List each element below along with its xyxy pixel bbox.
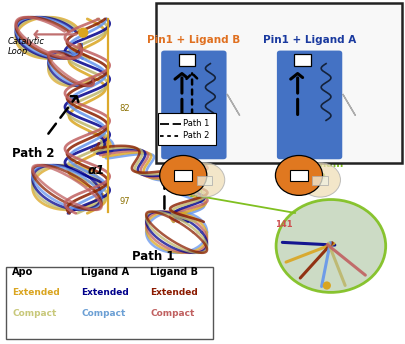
Text: Compact: Compact: [12, 309, 56, 318]
Text: Extended: Extended: [12, 288, 60, 297]
Text: Path 1: Path 1: [183, 119, 209, 128]
FancyBboxPatch shape: [156, 3, 401, 163]
Text: Pin1 + Ligand B: Pin1 + Ligand B: [147, 35, 240, 45]
FancyBboxPatch shape: [157, 113, 215, 145]
Text: Path 2: Path 2: [12, 147, 55, 160]
Text: 141: 141: [275, 220, 292, 229]
Text: 141: 141: [188, 190, 203, 199]
Circle shape: [159, 155, 206, 195]
FancyBboxPatch shape: [161, 51, 226, 159]
Text: 82: 82: [119, 104, 130, 113]
FancyBboxPatch shape: [196, 176, 212, 185]
Text: Interdomain
Interface: Interdomain Interface: [275, 160, 343, 181]
Point: [323, 283, 329, 288]
Text: Ligand A: Ligand A: [81, 267, 129, 277]
Circle shape: [299, 163, 340, 197]
Point: [80, 30, 86, 35]
Text: Pin1 + Ligand A: Pin1 + Ligand A: [262, 35, 355, 45]
Text: α1: α1: [87, 164, 104, 177]
Circle shape: [275, 155, 322, 195]
FancyBboxPatch shape: [276, 51, 341, 159]
Text: Extended: Extended: [81, 288, 129, 297]
FancyBboxPatch shape: [289, 170, 307, 181]
FancyBboxPatch shape: [294, 54, 310, 66]
Text: Catalytic
Loop: Catalytic Loop: [8, 37, 45, 56]
FancyBboxPatch shape: [6, 267, 213, 339]
FancyBboxPatch shape: [312, 176, 327, 185]
Text: Extended: Extended: [150, 288, 198, 297]
FancyBboxPatch shape: [178, 54, 194, 66]
Text: Ligand B: Ligand B: [150, 267, 198, 277]
Text: Path 1: Path 1: [132, 250, 174, 263]
Text: α4: α4: [215, 153, 232, 166]
Text: Path 2: Path 2: [183, 131, 209, 140]
FancyBboxPatch shape: [174, 170, 192, 181]
Text: Apo: Apo: [12, 267, 33, 277]
Circle shape: [184, 163, 224, 197]
Text: 97: 97: [119, 197, 130, 206]
Text: Compact: Compact: [81, 309, 125, 318]
Circle shape: [275, 200, 385, 292]
Text: Compact: Compact: [150, 309, 194, 318]
